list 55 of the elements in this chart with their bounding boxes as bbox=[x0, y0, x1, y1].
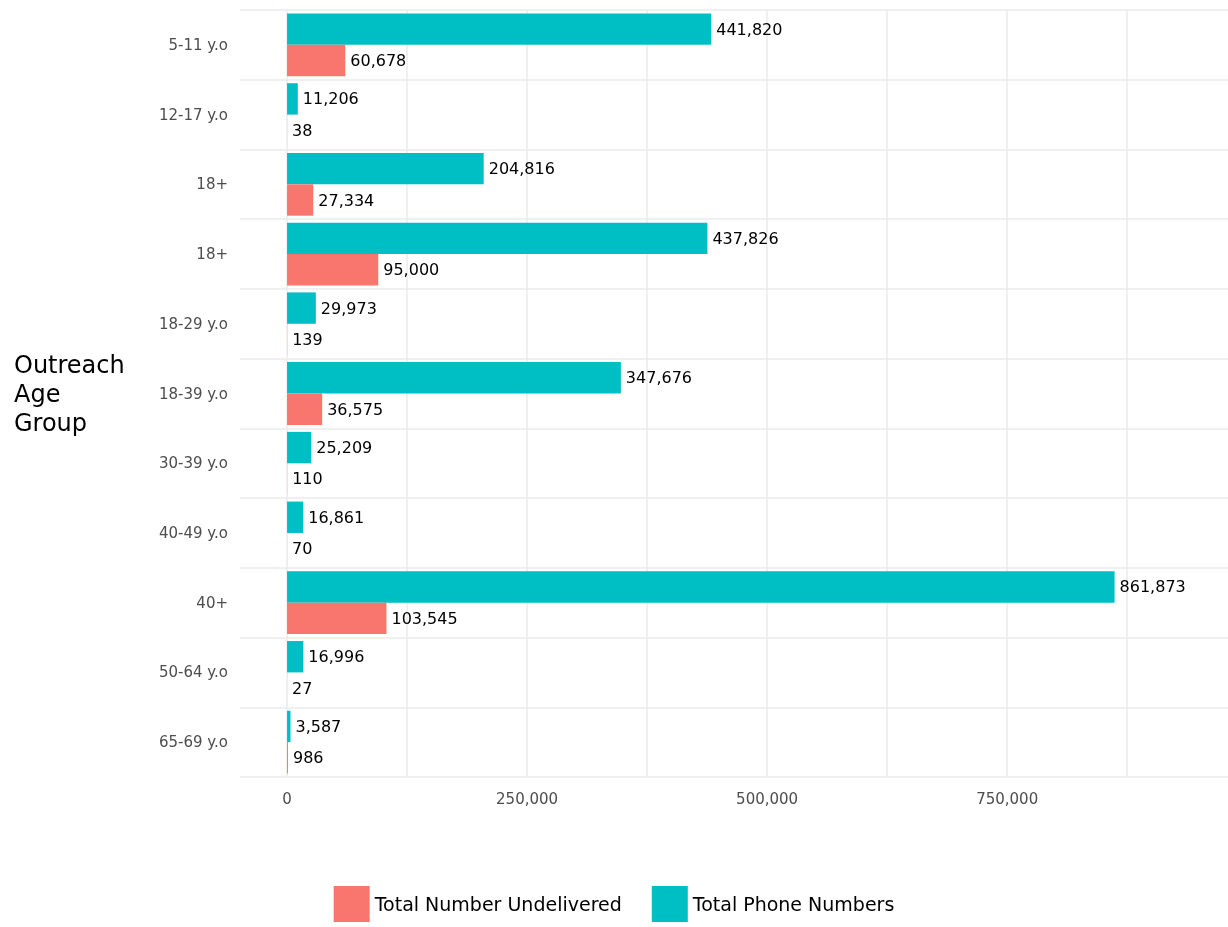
data-label: 110 bbox=[292, 469, 323, 489]
bar bbox=[287, 152, 484, 185]
bar bbox=[287, 13, 712, 45]
bar bbox=[287, 393, 323, 425]
y-tick-label: 5-11 y.o bbox=[168, 35, 228, 54]
data-label: 36,575 bbox=[327, 399, 384, 419]
y-tick-label: 18+ bbox=[196, 175, 228, 194]
bar bbox=[287, 362, 621, 394]
data-label: 16,861 bbox=[308, 507, 365, 527]
bar bbox=[287, 254, 379, 286]
x-tick-label: 250,000 bbox=[496, 789, 559, 808]
bar bbox=[287, 431, 312, 464]
bar bbox=[287, 501, 304, 533]
data-label: 70 bbox=[292, 539, 313, 559]
data-label: 986 bbox=[292, 748, 324, 768]
x-tick-label: 750,000 bbox=[976, 789, 1039, 808]
bar bbox=[287, 571, 1115, 603]
data-label: 11,206 bbox=[302, 89, 359, 109]
y-tick-label: 18-29 y.o bbox=[158, 314, 228, 333]
data-label: 861,873 bbox=[1119, 577, 1186, 597]
data-label: 27,334 bbox=[318, 190, 375, 210]
legend-label: Total Phone Numbers bbox=[691, 893, 895, 915]
data-label: 38 bbox=[292, 120, 313, 140]
data-label: 29,973 bbox=[320, 298, 377, 318]
y-tick-label: 30-39 y.o bbox=[158, 454, 228, 473]
data-label: 95,000 bbox=[383, 260, 440, 280]
y-tick-label: 50-64 y.o bbox=[158, 663, 228, 682]
bar bbox=[287, 641, 304, 673]
y-tick-label: 18-39 y.o bbox=[158, 384, 228, 403]
y-tick-label: 65-69 y.o bbox=[158, 733, 228, 752]
y-tick-label: 18+ bbox=[196, 245, 228, 264]
y-tick-label: 12-17 y.o bbox=[158, 105, 228, 124]
data-label: 103,545 bbox=[391, 608, 458, 628]
bar bbox=[287, 44, 346, 77]
data-label: 16,996 bbox=[308, 647, 365, 667]
y-tick-label: 40+ bbox=[196, 593, 228, 612]
bar bbox=[287, 602, 387, 635]
data-label: 3,587 bbox=[295, 716, 342, 736]
bar bbox=[287, 292, 316, 324]
data-label: 27 bbox=[292, 678, 313, 698]
x-tick-label: 500,000 bbox=[736, 789, 799, 808]
data-label: 25,209 bbox=[316, 438, 373, 458]
data-label: 139 bbox=[292, 329, 323, 349]
bar bbox=[287, 222, 708, 255]
data-label: 204,816 bbox=[488, 159, 555, 179]
data-label: 437,826 bbox=[712, 228, 779, 248]
data-label: 441,820 bbox=[716, 19, 783, 39]
x-tick-label: 0 bbox=[282, 789, 292, 808]
legend-label: Total Number Undelivered bbox=[373, 893, 622, 915]
bar bbox=[287, 83, 298, 115]
bar bbox=[287, 184, 314, 216]
data-label: 347,676 bbox=[625, 368, 693, 388]
y-axis-title: Outreach Age Group bbox=[14, 350, 125, 437]
y-tick-label: 40-49 y.o bbox=[158, 523, 228, 542]
data-label: 60,678 bbox=[350, 51, 407, 71]
